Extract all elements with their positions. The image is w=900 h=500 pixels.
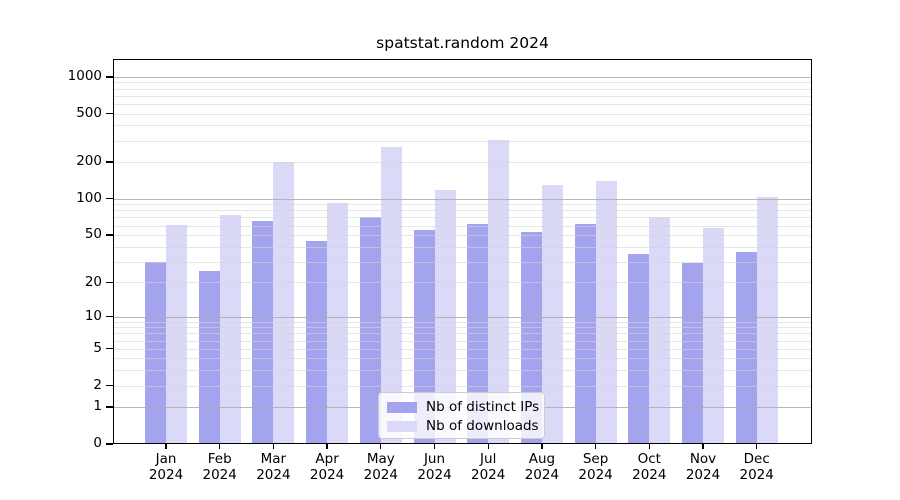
x-tick-label-aug: Aug 2024 <box>524 451 560 483</box>
legend-item-distinct-ips: Nb of distinct IPs <box>387 400 539 414</box>
x-tick-mark-aug <box>541 444 543 449</box>
bar-dec-distinct-ips <box>735 252 757 444</box>
legend-swatch-downloads <box>387 420 417 432</box>
y-tick-mark-100 <box>106 198 113 200</box>
y-tick-mark-2 <box>106 384 113 387</box>
y-tick-mark-5 <box>106 348 113 350</box>
y-tick-label-50: 50 <box>84 226 102 243</box>
legend-label-downloads: Nb of downloads <box>426 418 539 434</box>
x-tick-mark-feb <box>219 444 221 449</box>
x-tick-label-feb: Feb 2024 <box>202 451 237 483</box>
bar-oct-downloads <box>649 217 671 444</box>
x-tick-label-sep: Sep 2024 <box>578 451 613 483</box>
bar-sep-downloads <box>595 180 617 444</box>
legend: Nb of distinct IPs Nb of downloads <box>378 392 545 439</box>
y-tick-label-10: 10 <box>84 307 102 324</box>
x-tick-mark-apr <box>326 444 328 449</box>
y-tick-mark-500 <box>106 112 113 115</box>
bar-mar-downloads <box>273 162 295 444</box>
bar-oct-distinct-ips <box>628 253 650 444</box>
bar-aug-distinct-ips <box>520 232 542 444</box>
y-tick-label-1: 1 <box>93 398 102 415</box>
bar-apr-downloads <box>327 202 349 444</box>
legend-item-downloads: Nb of downloads <box>387 419 539 433</box>
bar-jun-distinct-ips <box>413 230 435 444</box>
y-tick-mark-1 <box>106 406 113 408</box>
x-tick-label-jun: Jun 2024 <box>417 451 452 483</box>
bar-feb-downloads <box>219 215 241 444</box>
y-tick-mark-20 <box>106 281 113 283</box>
bar-jan-distinct-ips <box>145 261 166 444</box>
bar-may-downloads <box>380 146 402 444</box>
y-tick-label-100: 100 <box>76 190 102 207</box>
y-tick-mark-0 <box>106 443 113 445</box>
y-tick-label-20: 20 <box>84 273 102 290</box>
y-tick-mark-1000 <box>106 76 113 78</box>
y-tick-mark-10 <box>106 315 113 318</box>
y-tick-mark-200 <box>106 161 113 163</box>
x-tick-mark-may <box>380 444 382 449</box>
y-tick-label-1000: 1000 <box>67 68 102 85</box>
x-tick-label-oct: Oct 2024 <box>632 451 667 483</box>
y-tick-label-200: 200 <box>76 153 102 170</box>
y-tick-label-0: 0 <box>93 435 102 452</box>
x-tick-label-mar: Mar 2024 <box>256 451 291 483</box>
bar-jul-downloads <box>488 139 510 444</box>
y-tick-label-5: 5 <box>93 340 102 357</box>
x-tick-label-may: May 2024 <box>363 451 398 483</box>
x-tick-label-dec: Dec 2024 <box>739 451 774 483</box>
x-tick-mark-sep <box>594 444 597 449</box>
bar-may-distinct-ips <box>359 217 381 444</box>
bar-dec-downloads <box>756 197 778 444</box>
bar-feb-distinct-ips <box>198 270 220 444</box>
y-tick-mark-50 <box>106 234 113 236</box>
x-tick-mark-mar <box>272 444 275 449</box>
x-tick-label-apr: Apr 2024 <box>309 451 345 483</box>
x-tick-mark-jul <box>487 444 489 449</box>
bar-aug-downloads <box>541 185 563 444</box>
bar-apr-distinct-ips <box>306 240 328 444</box>
x-tick-mark-nov <box>702 444 704 449</box>
bar-mar-distinct-ips <box>252 221 274 444</box>
y-tick-label-2: 2 <box>93 376 102 393</box>
x-tick-label-jan: Jan 2024 <box>148 451 184 483</box>
chart-title: spatstat.random 2024 <box>376 34 549 52</box>
bar-nov-downloads <box>703 228 724 444</box>
x-tick-label-jul: Jul 2024 <box>471 451 506 483</box>
bar-nov-distinct-ips <box>682 263 703 444</box>
x-tick-mark-jun <box>433 444 436 449</box>
x-tick-mark-jan <box>165 444 167 449</box>
legend-swatch-distinct-ips <box>387 401 417 413</box>
legend-label-distinct-ips: Nb of distinct IPs <box>426 399 540 415</box>
x-tick-label-nov: Nov 2024 <box>685 451 721 483</box>
plot-border <box>113 59 812 444</box>
x-tick-mark-dec <box>756 444 758 449</box>
x-tick-mark-oct <box>648 444 650 449</box>
y-tick-label-500: 500 <box>76 104 102 121</box>
